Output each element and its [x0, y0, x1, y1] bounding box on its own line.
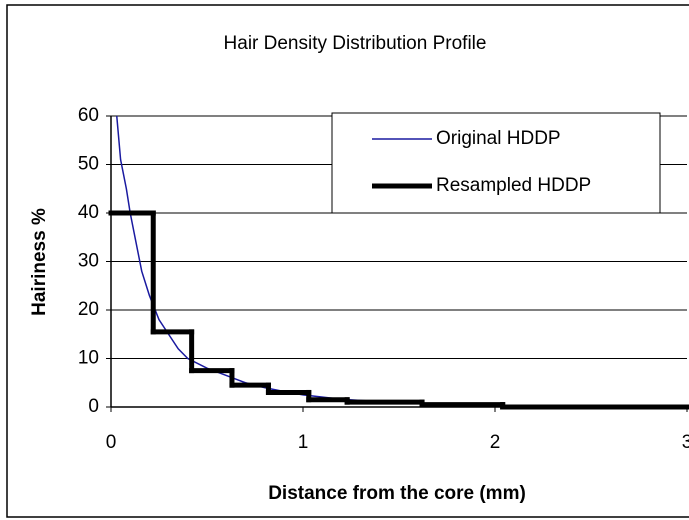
y-tick-label: 10	[78, 348, 99, 369]
legend-label: Resampled HDDP	[436, 175, 591, 196]
x-tick-label: 2	[490, 432, 501, 453]
y-tick-label: 20	[78, 299, 99, 320]
x-tick-label: 0	[106, 432, 117, 453]
y-tick-label: 30	[78, 251, 99, 272]
y-tick-label: 60	[78, 105, 99, 126]
x-tick-label: 1	[298, 432, 309, 453]
x-axis-label: Distance from the core (mm)	[268, 483, 526, 504]
y-axis-label: Hairiness %	[29, 208, 50, 316]
x-tick-label: 3	[682, 432, 689, 453]
y-tick-label: 40	[78, 202, 99, 223]
legend-label: Original HDDP	[436, 128, 561, 149]
y-tick-label: 0	[88, 396, 99, 417]
y-tick-label: 50	[78, 154, 99, 175]
chart-title: Hair Density Distribution Profile	[224, 33, 487, 54]
legend-box	[331, 112, 661, 214]
